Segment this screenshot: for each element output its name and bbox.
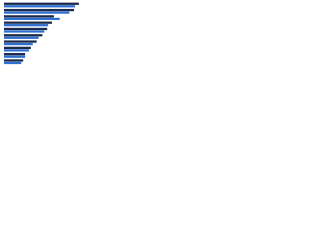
page: {"chart_data": {"type": "hbar", "categor… bbox=[0, 0, 100, 71]
bar bbox=[4, 17, 60, 21]
bar bbox=[4, 27, 48, 31]
bar bbox=[4, 34, 43, 37]
bar bbox=[4, 21, 52, 24]
bar bbox=[4, 40, 37, 43]
bar bbox=[4, 42, 33, 46]
bar bbox=[4, 55, 26, 58]
bar bbox=[4, 30, 45, 33]
bar bbox=[4, 15, 54, 18]
bar bbox=[4, 8, 75, 12]
bar bbox=[4, 5, 76, 8]
bar bbox=[4, 24, 49, 27]
bar bbox=[4, 49, 29, 52]
chart bbox=[4, 2, 79, 65]
bar bbox=[4, 11, 70, 14]
bar bbox=[4, 59, 24, 62]
bar bbox=[4, 46, 31, 49]
bar bbox=[4, 2, 79, 5]
bar bbox=[4, 53, 26, 56]
bar bbox=[4, 36, 39, 39]
bar bbox=[4, 61, 22, 65]
